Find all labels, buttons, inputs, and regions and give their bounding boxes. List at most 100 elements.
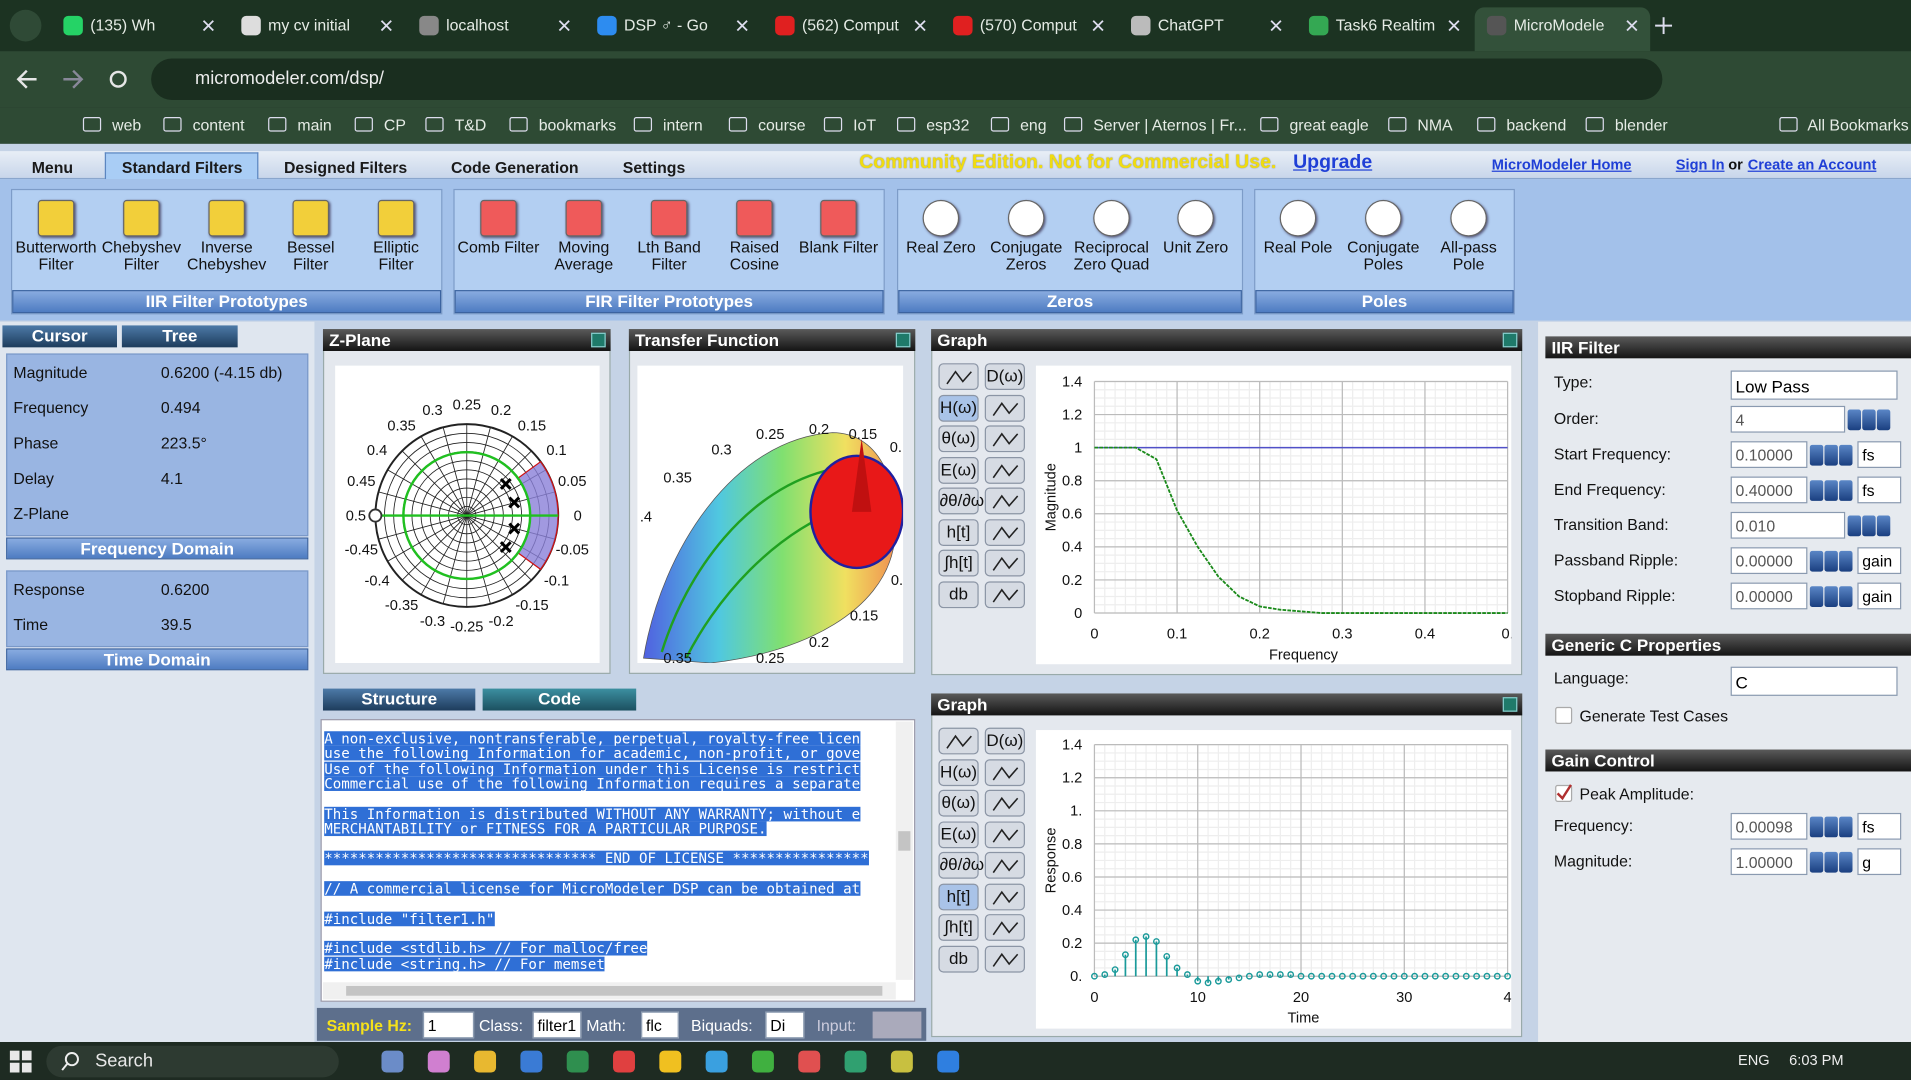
spin-button[interactable] <box>1824 816 1838 838</box>
spin-button[interactable] <box>1809 851 1824 873</box>
filter-icon[interactable] <box>820 199 857 237</box>
spin-button[interactable] <box>1839 444 1853 466</box>
taskbar-app[interactable] <box>613 1050 635 1073</box>
filter-icon[interactable] <box>650 199 688 237</box>
spin-button[interactable] <box>1839 480 1853 501</box>
graph-button[interactable] <box>984 758 1025 786</box>
graph-button[interactable] <box>984 394 1025 422</box>
filter-label[interactable]: Bessel Filter <box>286 237 335 273</box>
select-box[interactable]: flc <box>641 1011 679 1039</box>
taskbar-app[interactable] <box>890 1050 913 1073</box>
graph-button[interactable]: D(ω) <box>984 727 1025 755</box>
input-box[interactable]: 4 <box>1730 405 1846 433</box>
graph-button[interactable]: E(ω) <box>938 456 979 484</box>
filter-icon[interactable] <box>123 199 160 237</box>
spin-button[interactable] <box>1839 586 1853 607</box>
input-box[interactable]: filter1 <box>532 1011 582 1039</box>
filter-label[interactable]: Chebyshev Filter <box>101 237 182 273</box>
structure-tab[interactable]: Structure <box>322 688 476 711</box>
tree-tab[interactable]: Tree <box>121 325 238 348</box>
checkbox[interactable] <box>1555 706 1573 724</box>
filter-icon[interactable] <box>1177 199 1214 237</box>
graph-button[interactable]: θ(ω) <box>938 789 979 817</box>
filter-label[interactable]: Real Pole <box>1263 237 1333 256</box>
bookmark[interactable]: great eagle <box>1289 115 1369 135</box>
graph-button[interactable]: h[t] <box>938 882 979 910</box>
bookmark[interactable]: eng <box>1020 115 1047 135</box>
filter-icon[interactable] <box>1279 199 1317 237</box>
input-box[interactable]: 0.10000 <box>1730 441 1808 468</box>
filter-icon[interactable] <box>1007 199 1045 237</box>
code-tab[interactable]: Code <box>482 688 637 711</box>
graph-button[interactable]: h[t] <box>938 518 979 546</box>
filter-icon[interactable] <box>377 199 415 237</box>
bookmark[interactable]: main <box>297 115 332 135</box>
graph-button[interactable]: θ(ω) <box>938 425 979 453</box>
filter-label[interactable]: Blank Filter <box>798 237 879 256</box>
graph-button[interactable] <box>984 851 1025 879</box>
graph-button[interactable]: D(ω) <box>984 363 1025 390</box>
home-link[interactable]: MicroModeler Home <box>1491 156 1632 174</box>
filter-icon[interactable] <box>37 199 75 237</box>
input-box[interactable]: 1.00000 <box>1730 848 1808 876</box>
input-box[interactable]: 1 <box>422 1011 475 1039</box>
graph-button[interactable] <box>984 425 1025 453</box>
input-box[interactable]: 0.00098 <box>1730 812 1808 840</box>
spin-button[interactable] <box>1839 550 1853 572</box>
taskbar-app[interactable] <box>937 1050 960 1073</box>
spin-button[interactable] <box>1809 550 1824 572</box>
taskbar-app[interactable] <box>659 1050 682 1073</box>
select-box[interactable]: Di <box>765 1011 805 1039</box>
filter-label[interactable]: Elliptic Filter <box>373 237 419 273</box>
graph-button[interactable] <box>984 456 1025 484</box>
taskbar-app[interactable] <box>520 1050 543 1073</box>
taskbar-app[interactable] <box>751 1050 774 1073</box>
graph-button[interactable] <box>984 487 1025 515</box>
graph-button[interactable] <box>984 945 1025 972</box>
bookmark[interactable]: intern <box>663 115 703 135</box>
graph-button[interactable]: H(ω) <box>938 758 979 786</box>
spin-button[interactable] <box>1824 480 1838 501</box>
filter-label[interactable]: Butterworth Filter <box>15 237 97 273</box>
graph-button[interactable] <box>984 914 1025 941</box>
bookmark[interactable]: NMA <box>1417 115 1453 135</box>
select-box[interactable]: C <box>1730 666 1898 696</box>
create-link[interactable]: Create an Account <box>1747 156 1877 174</box>
filter-label[interactable]: Inverse Chebyshev <box>187 237 267 273</box>
filter-icon[interactable] <box>1450 199 1487 237</box>
filter-label[interactable]: Unit Zero <box>1163 237 1229 256</box>
taskbar-app[interactable] <box>566 1050 589 1073</box>
filter-label[interactable]: Lth Band Filter <box>637 237 701 273</box>
spin-button[interactable] <box>1824 586 1838 607</box>
upgrade-link[interactable]: Upgrade <box>1293 152 1373 174</box>
bookmark[interactable]: CP <box>383 115 406 135</box>
taskbar-app[interactable] <box>381 1050 404 1073</box>
filter-label[interactable]: Conjugate Zeros <box>990 237 1063 273</box>
graph-button[interactable] <box>984 789 1025 817</box>
spin-button[interactable] <box>1809 444 1824 466</box>
filter-icon[interactable] <box>736 199 773 237</box>
bookmark[interactable]: T&D <box>454 115 487 135</box>
search-box[interactable] <box>46 1045 339 1078</box>
graph-button[interactable] <box>984 580 1025 608</box>
filter-icon[interactable] <box>292 199 330 237</box>
taskbar-app[interactable] <box>427 1050 450 1073</box>
graph-button[interactable] <box>984 820 1025 848</box>
graph-button[interactable]: E(ω) <box>938 820 979 848</box>
spin-button[interactable] <box>1824 851 1838 873</box>
bookmark[interactable]: course <box>758 115 806 135</box>
bookmark[interactable]: content <box>192 115 245 135</box>
graph-button[interactable]: ∫h[t] <box>938 914 979 941</box>
taskbar-app[interactable] <box>474 1050 497 1073</box>
omnibox[interactable] <box>151 58 1663 100</box>
filter-label[interactable]: Reciprocal Zero Quad <box>1073 237 1150 273</box>
spin-button[interactable] <box>1809 586 1824 607</box>
cursor-tab[interactable]: Cursor <box>2 325 117 348</box>
tab-menu-button[interactable] <box>9 9 42 42</box>
input-box[interactable]: 0.00000 <box>1730 582 1808 610</box>
spin-button[interactable] <box>1809 480 1824 501</box>
spin-button[interactable] <box>1809 816 1824 838</box>
graph-button[interactable] <box>984 882 1025 910</box>
bookmark[interactable]: IoT <box>853 115 877 135</box>
taskbar-app[interactable] <box>798 1050 821 1073</box>
